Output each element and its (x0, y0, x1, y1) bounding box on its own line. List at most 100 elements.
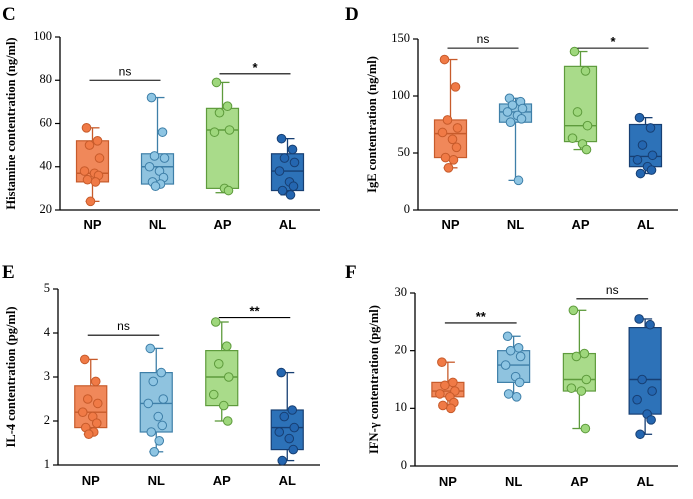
data-point (515, 351, 526, 362)
significance-label: ns (117, 319, 130, 333)
data-point (645, 319, 655, 330)
data-point (148, 376, 159, 387)
data-point (513, 342, 524, 353)
data-point (156, 367, 167, 378)
data-point (154, 436, 165, 446)
data-point (84, 140, 95, 150)
data-point (635, 429, 645, 440)
x-tick-label: NL (149, 217, 166, 232)
data-point (442, 115, 453, 125)
y-tick-label: 20 (40, 202, 53, 216)
panel-letter: C (2, 4, 16, 25)
data-point (224, 125, 235, 135)
data-point (276, 367, 287, 378)
series-NP (433, 54, 468, 173)
significance-label: * (610, 34, 616, 49)
x-tick-label: AL (636, 474, 653, 489)
x-tick-label: AL (279, 473, 296, 488)
data-point (208, 389, 219, 400)
x-tick-label: AP (570, 474, 588, 489)
data-point (223, 185, 234, 196)
y-tick-label: 100 (391, 88, 410, 102)
y-tick-label: 3 (44, 369, 50, 383)
series-NP (431, 357, 465, 414)
data-point (637, 374, 647, 385)
data-point (221, 341, 232, 352)
data-point (448, 155, 459, 165)
data-point (274, 166, 285, 176)
x-tick-label: NP (441, 217, 459, 232)
data-point (500, 360, 511, 370)
data-point (158, 394, 169, 404)
data-point (569, 46, 580, 57)
data-point (450, 82, 461, 92)
data-point (287, 144, 298, 155)
series-NP (75, 123, 110, 207)
box (74, 385, 108, 429)
data-point (439, 54, 450, 65)
series-NL (498, 93, 533, 186)
data-point (285, 190, 296, 200)
data-point (647, 150, 658, 161)
data-point (448, 377, 458, 388)
series-NL (497, 331, 531, 402)
panel-letter: E (2, 262, 15, 283)
data-point (284, 433, 295, 444)
significance-label: ** (249, 304, 260, 319)
panel-C: C Histamine contentration (ng/ml) 20 40 60 80… (2, 4, 320, 232)
data-point (289, 422, 300, 433)
data-point (218, 400, 229, 411)
data-point (580, 423, 591, 434)
data-point (288, 444, 299, 455)
x-tick-label: AP (571, 217, 589, 232)
data-point (571, 351, 582, 362)
data-point (77, 407, 88, 418)
data-point (579, 348, 590, 359)
data-point (572, 107, 583, 117)
data-point (85, 196, 96, 207)
data-point (277, 455, 288, 466)
y-axis-label: IgE contentration (ng/ml) (365, 56, 379, 193)
data-point (211, 77, 222, 88)
y-tick-label: 100 (33, 29, 52, 43)
y-tick-label: 0 (404, 202, 410, 216)
data-point (79, 354, 90, 365)
series-AP (563, 46, 598, 155)
data-point (438, 400, 448, 411)
y-tick-label: 40 (40, 159, 53, 173)
series-NL (140, 92, 175, 192)
data-point (157, 127, 168, 137)
data-point (90, 376, 101, 387)
x-tick-label: NP (82, 473, 100, 488)
series-NL (139, 343, 173, 457)
data-point (446, 403, 456, 414)
data-point (447, 134, 458, 145)
data-point (92, 398, 103, 409)
data-point (505, 117, 516, 128)
data-point (213, 359, 224, 369)
x-tick-label: NP (439, 474, 457, 489)
data-point (157, 420, 168, 431)
data-point (150, 181, 161, 192)
series-AL (270, 133, 305, 200)
data-point (502, 107, 513, 117)
significance-label: ns (477, 32, 490, 46)
data-point (274, 427, 285, 437)
y-tick-label: 150 (391, 31, 410, 45)
data-point (83, 429, 94, 440)
y-tick-label: 20 (395, 343, 408, 357)
y-axis-label: IFN-γ contentration (pg/ml) (367, 305, 381, 454)
data-point (443, 163, 454, 173)
data-point (567, 133, 578, 143)
data-point (287, 405, 298, 415)
data-point (91, 418, 102, 429)
data-point (634, 112, 645, 123)
data-point (81, 123, 92, 133)
data-point (566, 383, 577, 393)
data-point (92, 136, 103, 146)
data-point (153, 411, 164, 422)
series-AL (628, 314, 662, 440)
data-point (632, 155, 643, 165)
data-point (645, 123, 656, 133)
